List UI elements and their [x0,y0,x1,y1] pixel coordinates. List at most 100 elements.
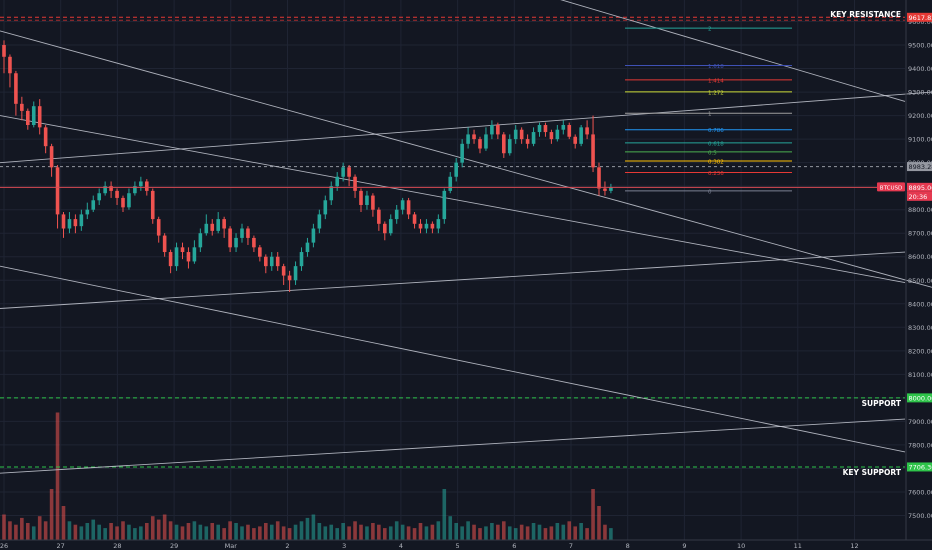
y-tick-label: 8100.00 [908,371,932,379]
y-tick-label: 8600.00 [908,253,932,261]
x-tick-label: 11 [794,542,802,550]
candle-body [418,223,423,229]
candle-body [293,266,298,281]
volume-bar [377,524,381,540]
key-support-price-tag [907,462,932,472]
x-tick-label: 7 [569,542,573,550]
volume-bar [275,521,280,540]
candle-body [377,209,381,224]
candle-body [269,256,274,267]
y-tick-label: 8400.00 [908,300,932,308]
fibonacci-extension[interactable]: 2 1.618 1.414 1.272 1 0.786 0.618 0.5 0.382 0.236… [625,27,792,196]
volume-bar [85,523,90,540]
volume-bar [525,526,530,540]
y-tick-label: 9100.00 [908,136,932,144]
volume-bar [579,523,583,540]
horizontal-levels[interactable]: KEY RESISTANCE SUPPORT KEY SUPPORT [0,10,905,477]
candle-body [91,200,96,210]
grey-level-price-tag [907,162,932,172]
volume-bar [359,524,363,540]
volume-bar [133,528,137,540]
volume-bar [424,526,429,540]
candle-body [222,219,226,229]
volume-bar [139,526,143,540]
volume-bar [436,521,441,540]
fib-label: 1.414 [708,78,724,84]
candle-body [317,214,322,229]
volume-bar [97,524,101,540]
volume-bar [240,526,244,540]
grey-level-price-tag-text: 8983.28 [909,163,932,171]
candle-body [37,106,42,128]
candle-body [400,200,405,210]
fib-label: 0.786 [708,128,724,134]
volume-bar [14,524,18,540]
key-support-price-tag-text: 7706.36 [909,463,932,471]
volume-bar [383,528,387,540]
volume-bar [258,526,262,540]
candle-body [603,188,607,191]
volume-bar [406,526,411,540]
volume-bar [591,489,595,540]
volume-bar [91,519,96,540]
candle-body [531,132,536,144]
volume-bar [394,521,399,540]
candle-body [20,103,24,111]
volume-bar [305,517,310,540]
volume-bar [531,523,536,540]
candle-body [311,228,316,243]
trendline-2 [0,91,932,164]
key-resistance-label: KEY RESISTANCE [830,10,901,19]
y-tick-label: 8500.00 [908,277,932,285]
candle-body [365,195,369,205]
x-tick-label: 10 [737,542,745,550]
volume-bar [103,528,107,540]
volume-bar [281,526,286,540]
candle-body [436,219,441,229]
x-tick-label: 5 [456,542,460,550]
x-tick-label: 6 [512,542,516,550]
candle-body [323,200,328,215]
candle-body [192,247,197,262]
candle-body [305,242,310,253]
volume-bar [198,524,203,540]
candle-body [299,252,304,267]
volume-bar [549,526,554,540]
candle-body [264,256,268,267]
y-tick-label: 7800.00 [908,441,932,449]
volume-bar [418,523,423,540]
y-tick-label: 7500.00 [908,512,932,520]
volume-bar [555,523,560,540]
trendlines[interactable] [0,0,932,474]
volume-bar [186,523,191,540]
volume-bar [204,526,209,540]
candle-body [210,223,215,231]
candle-body [543,125,548,133]
candle-body [252,237,256,248]
trendline-7 [560,0,906,102]
fib-label: 1.618 [708,64,724,70]
volume-bar [460,526,464,540]
candle-body [371,195,375,210]
volume-bar [597,506,601,540]
volume-bar [347,526,351,540]
fib-label: 0.236 [708,171,724,177]
volume-bar [609,528,613,540]
volume-bar [8,521,12,540]
candle-body [394,209,399,220]
candle-body [133,186,137,194]
candle-body [55,167,60,215]
y-tick-label: 9200.00 [908,112,932,120]
x-axis[interactable]: 26 27 28 29 Mar 2 3 4 5 6 7 8 9 10 11 12 [0,539,932,550]
candle-body [275,256,280,267]
candle-body [204,223,209,234]
volume-bar [323,526,328,540]
volume-bar [168,521,173,540]
candle-body [198,233,203,248]
candle-body [478,139,482,149]
candle-body [573,136,577,144]
volume-bar [73,524,78,540]
candle-body [246,228,250,238]
countdown-tag-text: 20:36 [909,193,928,201]
